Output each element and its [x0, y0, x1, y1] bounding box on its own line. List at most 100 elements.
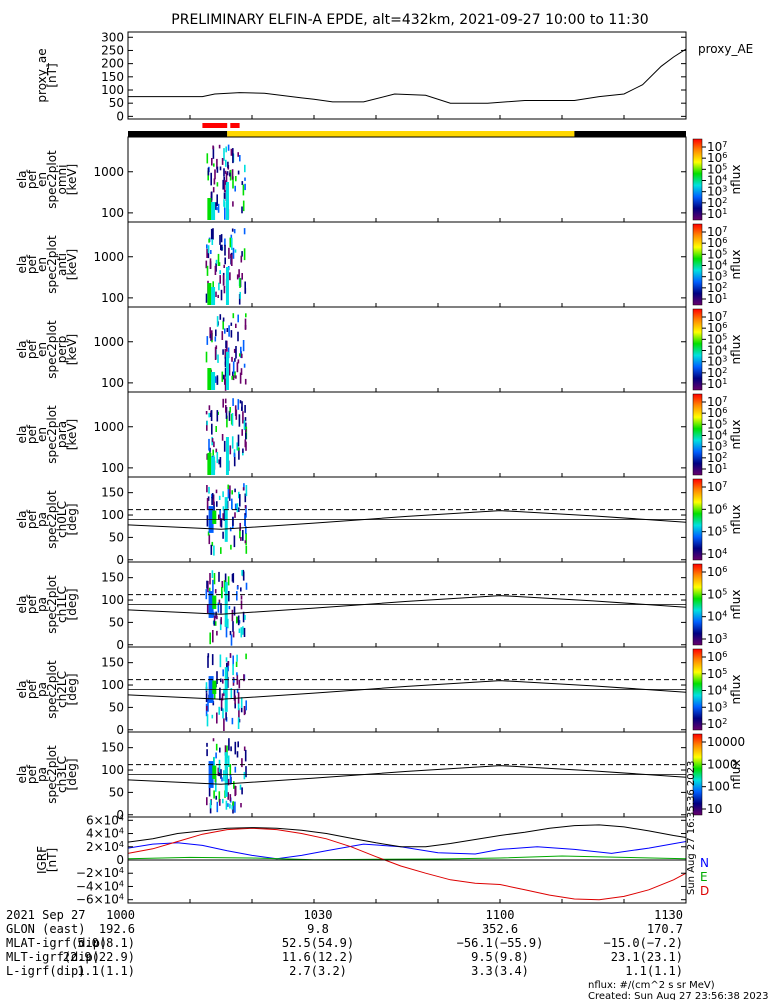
spectrogram-cell: [224, 375, 226, 385]
spectrogram-cell: [239, 522, 241, 531]
y-label-line: pa: [35, 682, 49, 697]
colorbar-tick-label: 106: [707, 502, 727, 517]
loss-cone-line: [127, 510, 687, 530]
footer-value: 1.1(1.1): [77, 964, 135, 978]
spectrogram-cell: [211, 493, 214, 500]
spectrogram-cell: [208, 486, 210, 494]
spectrogram-cell: [233, 606, 236, 616]
footer-row-label: GLON (east): [6, 922, 85, 936]
spectrogram-cell: [232, 201, 234, 207]
spectrogram-cell: [211, 654, 214, 666]
footer-table: 2021 Sep 27 1000 1030 1100 1130 GLON (east) 19…: [6, 908, 683, 978]
spectrogram-cell: [233, 535, 236, 548]
spectrogram-cell: [243, 420, 246, 431]
spectrogram-cell: [240, 627, 243, 638]
spectrogram-cell: [236, 585, 239, 590]
spectrogram-cell: [224, 348, 227, 359]
spectrogram-cell: [208, 405, 211, 411]
spectrogram-cell: [231, 356, 233, 362]
spectrogram-cell: [236, 503, 239, 513]
y-label-line: pef: [25, 594, 39, 614]
colorbar-label: nflux: [729, 420, 743, 450]
spectrogram-cell: [216, 630, 218, 636]
y-tick-label: −2×104: [76, 866, 124, 881]
colorbar: [692, 563, 703, 646]
legend-D: D: [700, 884, 709, 898]
spectrogram-cell: [229, 445, 232, 455]
spectrogram-cell: [237, 331, 239, 342]
spectrogram-cell: [215, 291, 217, 297]
spectrogram-cell: [245, 485, 248, 497]
spectrogram-cell: [218, 459, 220, 465]
spectrogram-cell: [232, 801, 234, 806]
spectrogram-cell: [237, 717, 240, 729]
spectrogram-cell: [237, 434, 240, 447]
y-label-line: spec2plot: [45, 235, 59, 294]
footer-value: 352.6: [482, 922, 518, 936]
spectrogram-cell: [211, 497, 213, 505]
spectrogram-cell: [237, 741, 239, 748]
spectrogram-cell: [245, 505, 247, 518]
spectrogram-cell: [206, 705, 208, 711]
spectrogram-cell: [225, 800, 228, 810]
spectrogram-cell: [234, 695, 236, 705]
spectrogram-cell: [243, 483, 245, 491]
spectrogram-cell: [222, 317, 225, 322]
spectrogram-cell: [211, 158, 213, 166]
y-label-line: pa: [35, 512, 49, 527]
spectrogram-cell: [240, 255, 243, 263]
spectrogram-cell: [206, 248, 208, 258]
spectrogram-cell: [229, 485, 231, 494]
colorbar-tick-label: 107: [707, 480, 727, 495]
y-tick-label: 100: [101, 593, 124, 607]
spectrogram-cell: [223, 580, 226, 592]
y-tick-label: 50: [109, 700, 124, 714]
spectrogram-cell: [216, 615, 218, 620]
spectrogram-cell: [220, 518, 223, 528]
y-tick-label: −4×104: [76, 879, 124, 894]
spectrogram-cell: [212, 146, 215, 159]
spectrogram-cell: [218, 514, 220, 520]
colorbar-tick-label: 10000: [707, 735, 745, 749]
spectrogram-cell: [234, 702, 236, 709]
orbit-segment: [227, 131, 575, 137]
spectrogram-cell: [216, 194, 218, 206]
spectrogram-cell: [209, 258, 212, 269]
colorbar-label: nflux: [729, 335, 743, 365]
spectrogram-cell: [233, 229, 236, 234]
spectrogram-cell: [244, 378, 247, 385]
side-stamp: Sun Aug 27 16:35:36 2023: [686, 761, 697, 895]
colorbar-tick-label: 106: [707, 650, 727, 665]
spectrogram-cell: [210, 412, 212, 417]
spectrogram-cell: [223, 168, 225, 177]
spectrogram-cell: [242, 184, 245, 196]
spectrogram-cell: [219, 457, 222, 468]
colorbar-tick-label: 101: [707, 292, 727, 307]
spectrogram-cell: [236, 274, 239, 280]
spectrogram-cell: [206, 580, 208, 589]
orbit-segment: [574, 131, 686, 137]
spectrogram-cell: [216, 452, 219, 464]
spectrogram-cell: [217, 354, 219, 363]
spectrogram-cell: [211, 239, 214, 245]
spectrogram-cell: [244, 540, 247, 544]
spectrogram-cell: [219, 799, 221, 806]
footer-value: 52.5(54.9): [282, 936, 354, 950]
spectrogram-cell: [231, 413, 234, 426]
spectrogram-cell: [239, 278, 241, 288]
y-label-line: [deg]: [65, 504, 79, 536]
spectrogram-cell: [240, 697, 243, 708]
spectrogram-cell: [241, 401, 243, 411]
spectrogram-cell: [244, 164, 246, 173]
spectrogram-cell: [229, 803, 231, 809]
spectrogram-cell: [230, 688, 233, 699]
spectrogram-cell: [229, 407, 231, 413]
colorbar: [692, 478, 703, 561]
spectrogram-cell: [222, 506, 225, 511]
spectrogram-cell: [243, 674, 245, 682]
spectrogram-cell: [229, 172, 231, 177]
spectrogram-cell: [205, 682, 208, 691]
spectrogram-cell: [227, 792, 229, 800]
colorbar: [692, 138, 703, 221]
spectrogram-cell: [207, 368, 212, 390]
